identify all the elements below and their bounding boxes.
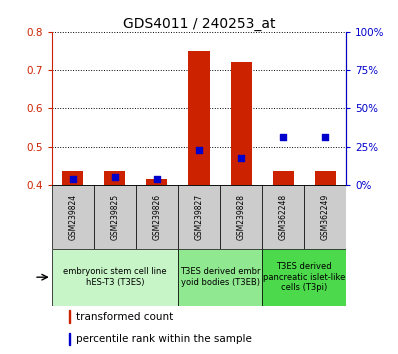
Point: [70, 176, 76, 182]
Bar: [262, 249, 346, 306]
Text: GSM362249: GSM362249: [321, 194, 330, 240]
Bar: [104, 171, 125, 185]
Bar: [52, 185, 94, 249]
Bar: [62, 171, 83, 185]
Point: [196, 148, 202, 153]
Point: [280, 134, 286, 140]
Bar: [189, 51, 209, 185]
Bar: [220, 185, 262, 249]
Text: GSM239826: GSM239826: [152, 194, 162, 240]
Bar: [69, 310, 70, 323]
Bar: [262, 185, 304, 249]
Bar: [94, 185, 136, 249]
Text: percentile rank within the sample: percentile rank within the sample: [76, 334, 252, 344]
Point: [322, 134, 328, 140]
Bar: [52, 249, 178, 306]
Text: embryonic stem cell line
hES-T3 (T3ES): embryonic stem cell line hES-T3 (T3ES): [63, 268, 167, 287]
Text: GSM239828: GSM239828: [236, 194, 246, 240]
Bar: [146, 179, 168, 185]
Text: GSM239827: GSM239827: [195, 194, 203, 240]
Bar: [69, 333, 70, 345]
Text: transformed count: transformed count: [76, 312, 174, 321]
Point: [154, 176, 160, 182]
Bar: [230, 62, 252, 185]
Text: GSM239824: GSM239824: [68, 194, 77, 240]
Bar: [315, 171, 336, 185]
Text: GSM362248: GSM362248: [279, 194, 288, 240]
Bar: [273, 171, 294, 185]
Bar: [178, 249, 262, 306]
Text: GSM239825: GSM239825: [110, 194, 119, 240]
Bar: [304, 185, 346, 249]
Bar: [136, 185, 178, 249]
Text: T3ES derived
pancreatic islet-like
cells (T3pi): T3ES derived pancreatic islet-like cells…: [263, 262, 345, 292]
Point: [112, 174, 118, 180]
Text: T3ES derived embr
yoid bodies (T3EB): T3ES derived embr yoid bodies (T3EB): [180, 268, 260, 287]
Bar: [178, 185, 220, 249]
Title: GDS4011 / 240253_at: GDS4011 / 240253_at: [123, 17, 275, 31]
Point: [238, 155, 244, 161]
